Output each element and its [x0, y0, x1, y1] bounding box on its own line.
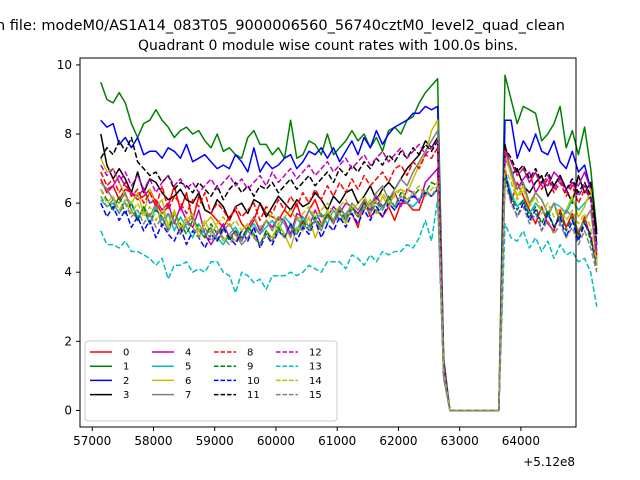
series-line-1: [100, 74, 598, 412]
x-tick-label: 59000: [196, 434, 234, 448]
x-tick-label: 58000: [134, 434, 172, 448]
series-line-15: [100, 181, 598, 412]
legend-label-2: 2: [123, 376, 129, 387]
legend-label-5: 5: [185, 362, 191, 373]
series-line-3: [100, 133, 598, 412]
legend-label-15: 15: [309, 390, 322, 401]
legend-label-6: 6: [185, 376, 191, 387]
legend-label-0: 0: [123, 348, 129, 359]
x-tick-label: 63000: [441, 434, 479, 448]
chart-title: Quadrant 0 module wise count rates with …: [138, 38, 518, 54]
x-offset-label: +5.12e8: [523, 455, 575, 469]
legend-label-10: 10: [247, 376, 260, 387]
x-tick-label: 60000: [257, 434, 295, 448]
y-tick-label: 4: [64, 265, 72, 279]
legend-label-1: 1: [123, 362, 129, 373]
x-tick-label: 62000: [379, 434, 417, 448]
legend-label-8: 8: [247, 348, 253, 359]
legend-label-14: 14: [309, 376, 322, 387]
series-lines: [100, 74, 598, 412]
legend-label-7: 7: [185, 390, 191, 401]
legend-label-4: 4: [185, 348, 191, 359]
y-tick-label: 0: [64, 403, 72, 417]
x-tick-label: 64000: [502, 434, 540, 448]
legend-label-13: 13: [309, 362, 322, 373]
y-tick-label: 10: [57, 58, 72, 72]
x-tick-label: 57000: [73, 434, 111, 448]
y-tick-label: 2: [64, 334, 72, 348]
series-line-2: [100, 105, 598, 412]
axis-ticks: 57000 58000 59000 60000 61000 62000 63000 64000…: [57, 58, 540, 448]
series-line-9: [100, 178, 598, 412]
x-tick-label: 61000: [318, 434, 356, 448]
plot-frame: [79, 57, 577, 428]
legend-label-12: 12: [309, 348, 322, 359]
series-line-14: [100, 167, 598, 412]
legend-label-11: 11: [247, 390, 260, 401]
figure-suptitle: n file: modeM0/AS1A14_083T05_9000006560_…: [0, 18, 565, 34]
y-tick-label: 6: [64, 196, 72, 210]
y-tick-label: 8: [64, 127, 72, 141]
legend-label-9: 9: [247, 362, 253, 373]
legend-box: [84, 340, 338, 422]
legend-label-3: 3: [123, 390, 129, 401]
series-line-13: [100, 198, 598, 412]
series-line-12: [100, 140, 598, 412]
